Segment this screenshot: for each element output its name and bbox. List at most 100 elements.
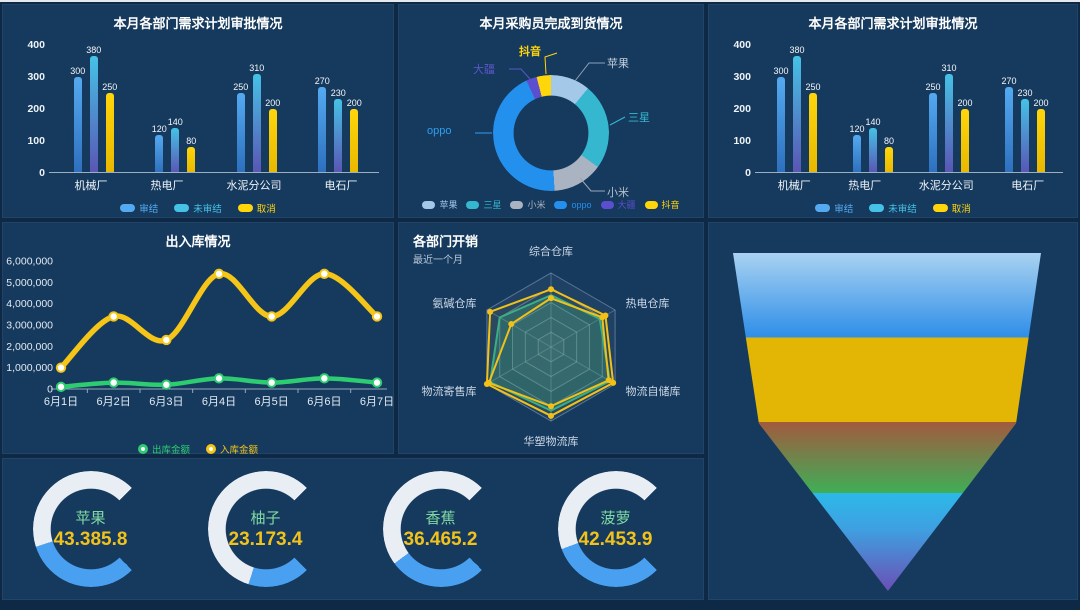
legend-item-入库金额[interactable]: 入库金额: [206, 442, 258, 456]
gauge-ring[interactable]: [382, 471, 499, 587]
bar-审结[interactable]: [1005, 86, 1013, 173]
y-axis-label: 300: [27, 71, 45, 83]
bar-取消[interactable]: [961, 109, 969, 173]
bar-未审结[interactable]: [334, 99, 343, 173]
y-axis-label: 200: [733, 103, 751, 115]
x-axis-label: 6月2日: [97, 396, 131, 408]
bar-审结[interactable]: [236, 93, 245, 173]
bar-取消[interactable]: [268, 109, 277, 173]
radar-point[interactable]: [508, 321, 515, 328]
data-point[interactable]: [266, 377, 277, 388]
gauge-ring[interactable]: [32, 471, 149, 587]
bar-未审结[interactable]: [793, 56, 801, 173]
bar-取消[interactable]: [105, 93, 114, 173]
y-axis-label: 0: [745, 167, 751, 179]
x-axis-label: 6月4日: [202, 396, 236, 408]
data-point[interactable]: [55, 381, 67, 393]
bar-取消[interactable]: [1037, 109, 1045, 173]
bar-column: 270: [1001, 45, 1017, 173]
legend-label: 审结: [834, 204, 854, 215]
bar-value-label: 270: [314, 75, 330, 86]
radar-point[interactable]: [599, 314, 606, 321]
radar-point[interactable]: [548, 295, 554, 302]
bar-未审结[interactable]: [869, 128, 877, 173]
bar-取消[interactable]: [885, 147, 893, 173]
x-axis-label: 水泥分公司: [226, 180, 282, 192]
callout-line: [574, 62, 605, 82]
radar-point[interactable]: [610, 379, 617, 386]
panel-dept-approval-right: 本月各部门需求计划审批情况 0 100 200 300 400 300 380 250 120 1…: [708, 4, 1078, 218]
bar-groups: 300 380 250 120 140 80 250 310 200 270 230 200: [759, 45, 1063, 173]
donut-ring[interactable]: [493, 75, 609, 191]
panel-gauges: 苹果 43.385.8 柚子 23.173.4 香蕉 36.465.2 菠萝 42.453.9: [2, 458, 704, 600]
legend-item-审结[interactable]: 审结: [815, 201, 853, 215]
bar-未审结[interactable]: [1021, 99, 1029, 173]
data-point[interactable]: [108, 377, 119, 388]
panel-dept-expenses: 各部门开销 最近一个月 综合仓库 热电仓库 物流自储库 华塑物流库 物流寄售库 氨碱仓库: [398, 222, 704, 454]
bar-取消[interactable]: [350, 109, 359, 173]
data-point[interactable]: [371, 311, 383, 322]
legend-item-未审结[interactable]: 未审结: [174, 201, 222, 215]
data-point[interactable]: [371, 377, 383, 388]
bar-value-label: 80: [883, 136, 894, 147]
radar-point[interactable]: [485, 379, 492, 386]
data-point[interactable]: [108, 311, 119, 322]
legend-item-苹果[interactable]: 苹果: [422, 198, 457, 211]
legend-label: 审结: [139, 204, 159, 215]
radar-point[interactable]: [487, 308, 494, 315]
funnel-chart[interactable]: [733, 253, 1041, 591]
panel-funnel: [708, 222, 1078, 600]
bar-未审结[interactable]: [252, 73, 261, 173]
line-chart: 0 1,000,000 2,000,000 3,000,000 4,000,000 5,0…: [3, 249, 404, 456]
bar-审结[interactable]: [73, 77, 82, 173]
gauge-ring[interactable]: [557, 471, 674, 587]
bar-取消[interactable]: [187, 147, 196, 173]
data-point[interactable]: [213, 373, 225, 384]
radar-point[interactable]: [548, 286, 554, 293]
gauge-name-label: 菠萝: [600, 510, 631, 527]
radar-point[interactable]: [548, 403, 554, 410]
bar-取消[interactable]: [809, 93, 817, 173]
legend-item-oppo[interactable]: oppo: [554, 200, 592, 210]
legend-item-取消[interactable]: 取消: [237, 201, 276, 215]
data-point[interactable]: [319, 268, 330, 279]
legend-label: 苹果: [439, 200, 458, 210]
bar-value-label: 200: [1033, 98, 1049, 108]
bar-审结[interactable]: [777, 77, 785, 173]
legend-item-三星[interactable]: 三星: [466, 198, 501, 211]
data-point[interactable]: [161, 379, 172, 390]
radar-point[interactable]: [548, 412, 554, 419]
data-point[interactable]: [55, 362, 67, 373]
data-point[interactable]: [266, 311, 277, 322]
radar-chart: 综合仓库 热电仓库 物流自储库 华塑物流库 物流寄售库 氨碱仓库: [399, 223, 703, 453]
legend-item-出库金额[interactable]: 出库金额: [137, 442, 190, 456]
legend-item-小米[interactable]: 小米: [510, 198, 545, 211]
bar-审结[interactable]: [853, 134, 861, 173]
bar-审结[interactable]: [929, 93, 937, 173]
line-series-入库金额[interactable]: [58, 271, 380, 371]
bar-未审结[interactable]: [89, 56, 98, 173]
bar-未审结[interactable]: [171, 128, 180, 173]
legend-item-未审结[interactable]: 未审结: [869, 201, 917, 215]
bar-group-机械厂: 300 380 250: [773, 45, 821, 173]
gauge-value-label: 36.465.2: [403, 529, 478, 550]
data-point[interactable]: [161, 334, 172, 346]
data-point[interactable]: [213, 268, 225, 279]
bar-value-label: 120: [151, 123, 167, 134]
gauge-香蕉: 香蕉 36.465.2: [353, 471, 528, 587]
radar-point[interactable]: [605, 377, 612, 384]
bar-审结[interactable]: [155, 134, 164, 173]
bar-审结[interactable]: [318, 86, 327, 173]
x-axis-label: 6月6日: [307, 396, 341, 408]
data-point[interactable]: [319, 373, 330, 384]
gauge-ring[interactable]: [207, 471, 324, 587]
legend-item-审结[interactable]: 审结: [120, 201, 158, 215]
gauge-name-label: 柚子: [250, 510, 281, 527]
bar-value-label: 310: [249, 62, 265, 73]
legend-item-取消[interactable]: 取消: [932, 201, 971, 215]
bar-column: 300: [70, 45, 85, 173]
gauge-text: 香蕉 36.465.2: [383, 471, 499, 587]
bar-未审结[interactable]: [945, 73, 953, 173]
legend-item-抖音[interactable]: 抖音: [644, 198, 680, 211]
legend-item-大疆[interactable]: 大疆: [600, 198, 636, 211]
